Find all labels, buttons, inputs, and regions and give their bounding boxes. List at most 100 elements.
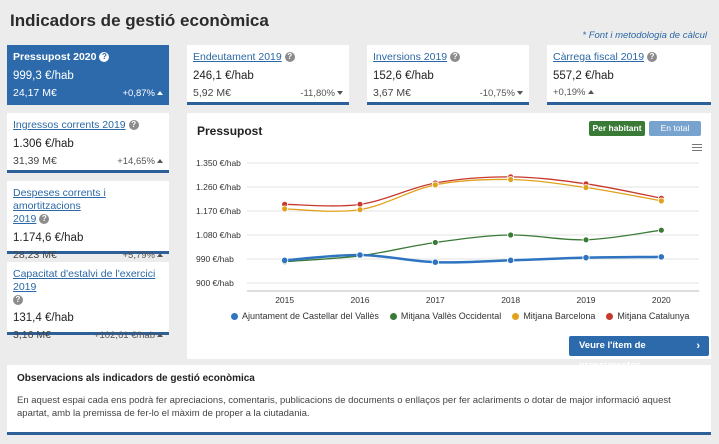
card-despeses[interactable]: Despeses corrents i amortitzacions 2019?… xyxy=(7,181,169,261)
series-line xyxy=(284,178,662,212)
card-carrega-value: 557,2 €/hab xyxy=(553,70,614,82)
card-endeutament-title[interactable]: Endeutament 2019 xyxy=(193,51,282,63)
page-title: Indicadors de gestió econòmica xyxy=(10,11,269,30)
help-icon[interactable]: ? xyxy=(99,52,110,62)
trend-down-icon xyxy=(517,90,523,95)
y-tick-label: 1.170 €/hab xyxy=(196,206,241,216)
card-carrega-fiscal[interactable]: Càrrega fiscal 2019? 557,2 €/hab +0,19% xyxy=(547,45,711,105)
x-tick-label: 2020 xyxy=(652,295,671,305)
card-inversions-value: 152,6 €/hab xyxy=(373,70,434,82)
card-inversions-change: -10,75% xyxy=(479,87,515,99)
card-inversions-title[interactable]: Inversions 2019 xyxy=(373,51,448,63)
card-despeses-title-line1[interactable]: Despeses corrents i amortitzacions xyxy=(13,187,106,212)
trend-down-icon xyxy=(337,90,343,95)
card-capacitat-value: 131,4 €/hab xyxy=(13,312,74,324)
data-point xyxy=(657,197,665,205)
series-line xyxy=(284,229,662,263)
x-tick-label: 2016 xyxy=(351,295,370,305)
menu-icon[interactable] xyxy=(692,144,702,152)
chart-title: Pressupost xyxy=(197,124,263,138)
method-link[interactable]: * Font i metodologia de càlcul xyxy=(582,30,707,41)
card-ingressos-value: 1.306 €/hab xyxy=(13,138,74,150)
per-habitant-button[interactable]: Per habitant xyxy=(589,121,645,136)
card-despeses-change: +5,79% xyxy=(122,249,156,261)
observations-title: Observacions als indicadors de gestió ec… xyxy=(17,373,255,384)
card-pressupost-title: Pressupost 2020 xyxy=(13,51,97,63)
legend-label: Mitjana Vallès Occidental xyxy=(400,311,502,321)
card-ingressos-sub: 31,39 M€ xyxy=(13,155,57,167)
help-icon[interactable]: ? xyxy=(13,295,23,305)
data-point xyxy=(507,231,515,239)
legend-dot-icon xyxy=(512,312,520,320)
y-tick-label: 990 €/hab xyxy=(196,254,234,264)
legend-label: Mitjana Catalunya xyxy=(617,311,690,321)
card-despeses-value: 1.174,6 €/hab xyxy=(13,232,84,244)
x-tick-label: 2018 xyxy=(501,295,520,305)
series-line xyxy=(284,176,662,207)
card-carrega-title[interactable]: Càrrega fiscal 2019 xyxy=(553,51,645,63)
card-despeses-sub: 28,23 M€ xyxy=(13,249,57,261)
legend-item[interactable]: Mitjana Barcelona xyxy=(512,311,595,321)
en-total-button[interactable]: En total xyxy=(649,121,701,136)
card-capacitat-change: +102,61 €/hab xyxy=(93,329,155,341)
chevron-right-icon: › xyxy=(696,340,700,352)
line-chart: 900 €/hab 990 €/hab 1.080 €/hab 1.170 €/hab… xyxy=(196,158,699,305)
y-tick-label: 1.350 €/hab xyxy=(196,158,241,168)
data-point xyxy=(431,239,439,246)
trend-up-icon xyxy=(157,252,163,257)
chart-panel: Pressupost Per habitant En total 900 €/h… xyxy=(187,113,711,371)
data-point xyxy=(281,256,289,264)
card-pressupost-change: +0,87% xyxy=(122,87,156,99)
card-endeutament[interactable]: Endeutament 2019? 246,1 €/hab 5,92 M€ -1… xyxy=(187,45,349,105)
legend-item[interactable]: Ajuntament de Castellar del Vallès xyxy=(231,311,379,321)
trend-up-icon xyxy=(157,332,163,337)
card-ingressos[interactable]: Ingressos corrents 2019? 1.306 €/hab 31,… xyxy=(7,113,169,173)
y-tick-label: 1.080 €/hab xyxy=(196,230,241,240)
x-tick-label: 2017 xyxy=(426,295,445,305)
help-icon[interactable]: ? xyxy=(128,120,139,130)
card-despeses-title-line2[interactable]: 2019 xyxy=(13,213,37,225)
data-point xyxy=(657,226,665,234)
card-endeutament-sub: 5,92 M€ xyxy=(193,87,231,99)
series-line xyxy=(284,253,662,264)
card-capacitat[interactable]: Capacitat d'estalvi de l'exercici 2019 ?… xyxy=(7,262,169,341)
data-point xyxy=(431,181,439,189)
data-point xyxy=(657,253,665,261)
card-pressupost-value: 999,3 €/hab xyxy=(13,70,74,82)
help-icon[interactable]: ? xyxy=(450,52,461,62)
veure-item-pressupostos-button[interactable]: Veure l'ítem de pressupostos› xyxy=(569,336,709,371)
card-capacitat-title[interactable]: Capacitat d'estalvi de l'exercici 2019 xyxy=(13,268,156,293)
card-capacitat-sub: 3,16 M€ xyxy=(13,329,51,341)
data-point xyxy=(356,206,364,214)
x-tick-label: 2019 xyxy=(577,295,596,305)
data-point xyxy=(431,258,439,266)
data-point xyxy=(507,256,515,264)
legend-label: Ajuntament de Castellar del Vallès xyxy=(242,311,379,321)
card-pressupost-sub: 24,17 M€ xyxy=(13,87,57,99)
observations-panel: Observacions als indicadors de gestió ec… xyxy=(7,365,711,435)
trend-up-icon xyxy=(587,90,594,94)
card-pressupost[interactable]: Pressupost 2020? 999,3 €/hab 24,17 M€ +0… xyxy=(7,45,169,105)
legend-label: Mitjana Barcelona xyxy=(523,311,596,321)
data-point xyxy=(582,184,590,191)
card-endeutament-change: -11,80% xyxy=(300,87,335,99)
card-carrega-change: +0,19% xyxy=(553,87,586,98)
y-tick-label: 1.260 €/hab xyxy=(196,182,241,192)
card-endeutament-value: 246,1 €/hab xyxy=(193,70,254,82)
y-tick-label: 900 €/hab xyxy=(196,278,234,288)
observations-text: En aquest espai cada ens podrà fer aprec… xyxy=(17,395,671,419)
help-icon[interactable]: ? xyxy=(39,214,50,224)
legend-dot-icon xyxy=(389,312,397,320)
legend-item[interactable]: Mitjana Vallès Occidental xyxy=(389,311,502,321)
data-point xyxy=(582,254,590,262)
trend-up-icon xyxy=(157,90,163,95)
data-point xyxy=(356,251,364,259)
data-point xyxy=(507,176,515,183)
help-icon[interactable]: ? xyxy=(647,52,658,62)
help-icon[interactable]: ? xyxy=(284,52,295,62)
card-ingressos-title[interactable]: Ingressos corrents 2019 xyxy=(13,119,126,131)
trend-up-icon xyxy=(157,158,163,163)
legend-item[interactable]: Mitjana Catalunya xyxy=(606,311,689,321)
card-inversions[interactable]: Inversions 2019? 152,6 €/hab 3,67 M€ -10… xyxy=(367,45,529,105)
legend-dot-icon xyxy=(231,312,238,320)
